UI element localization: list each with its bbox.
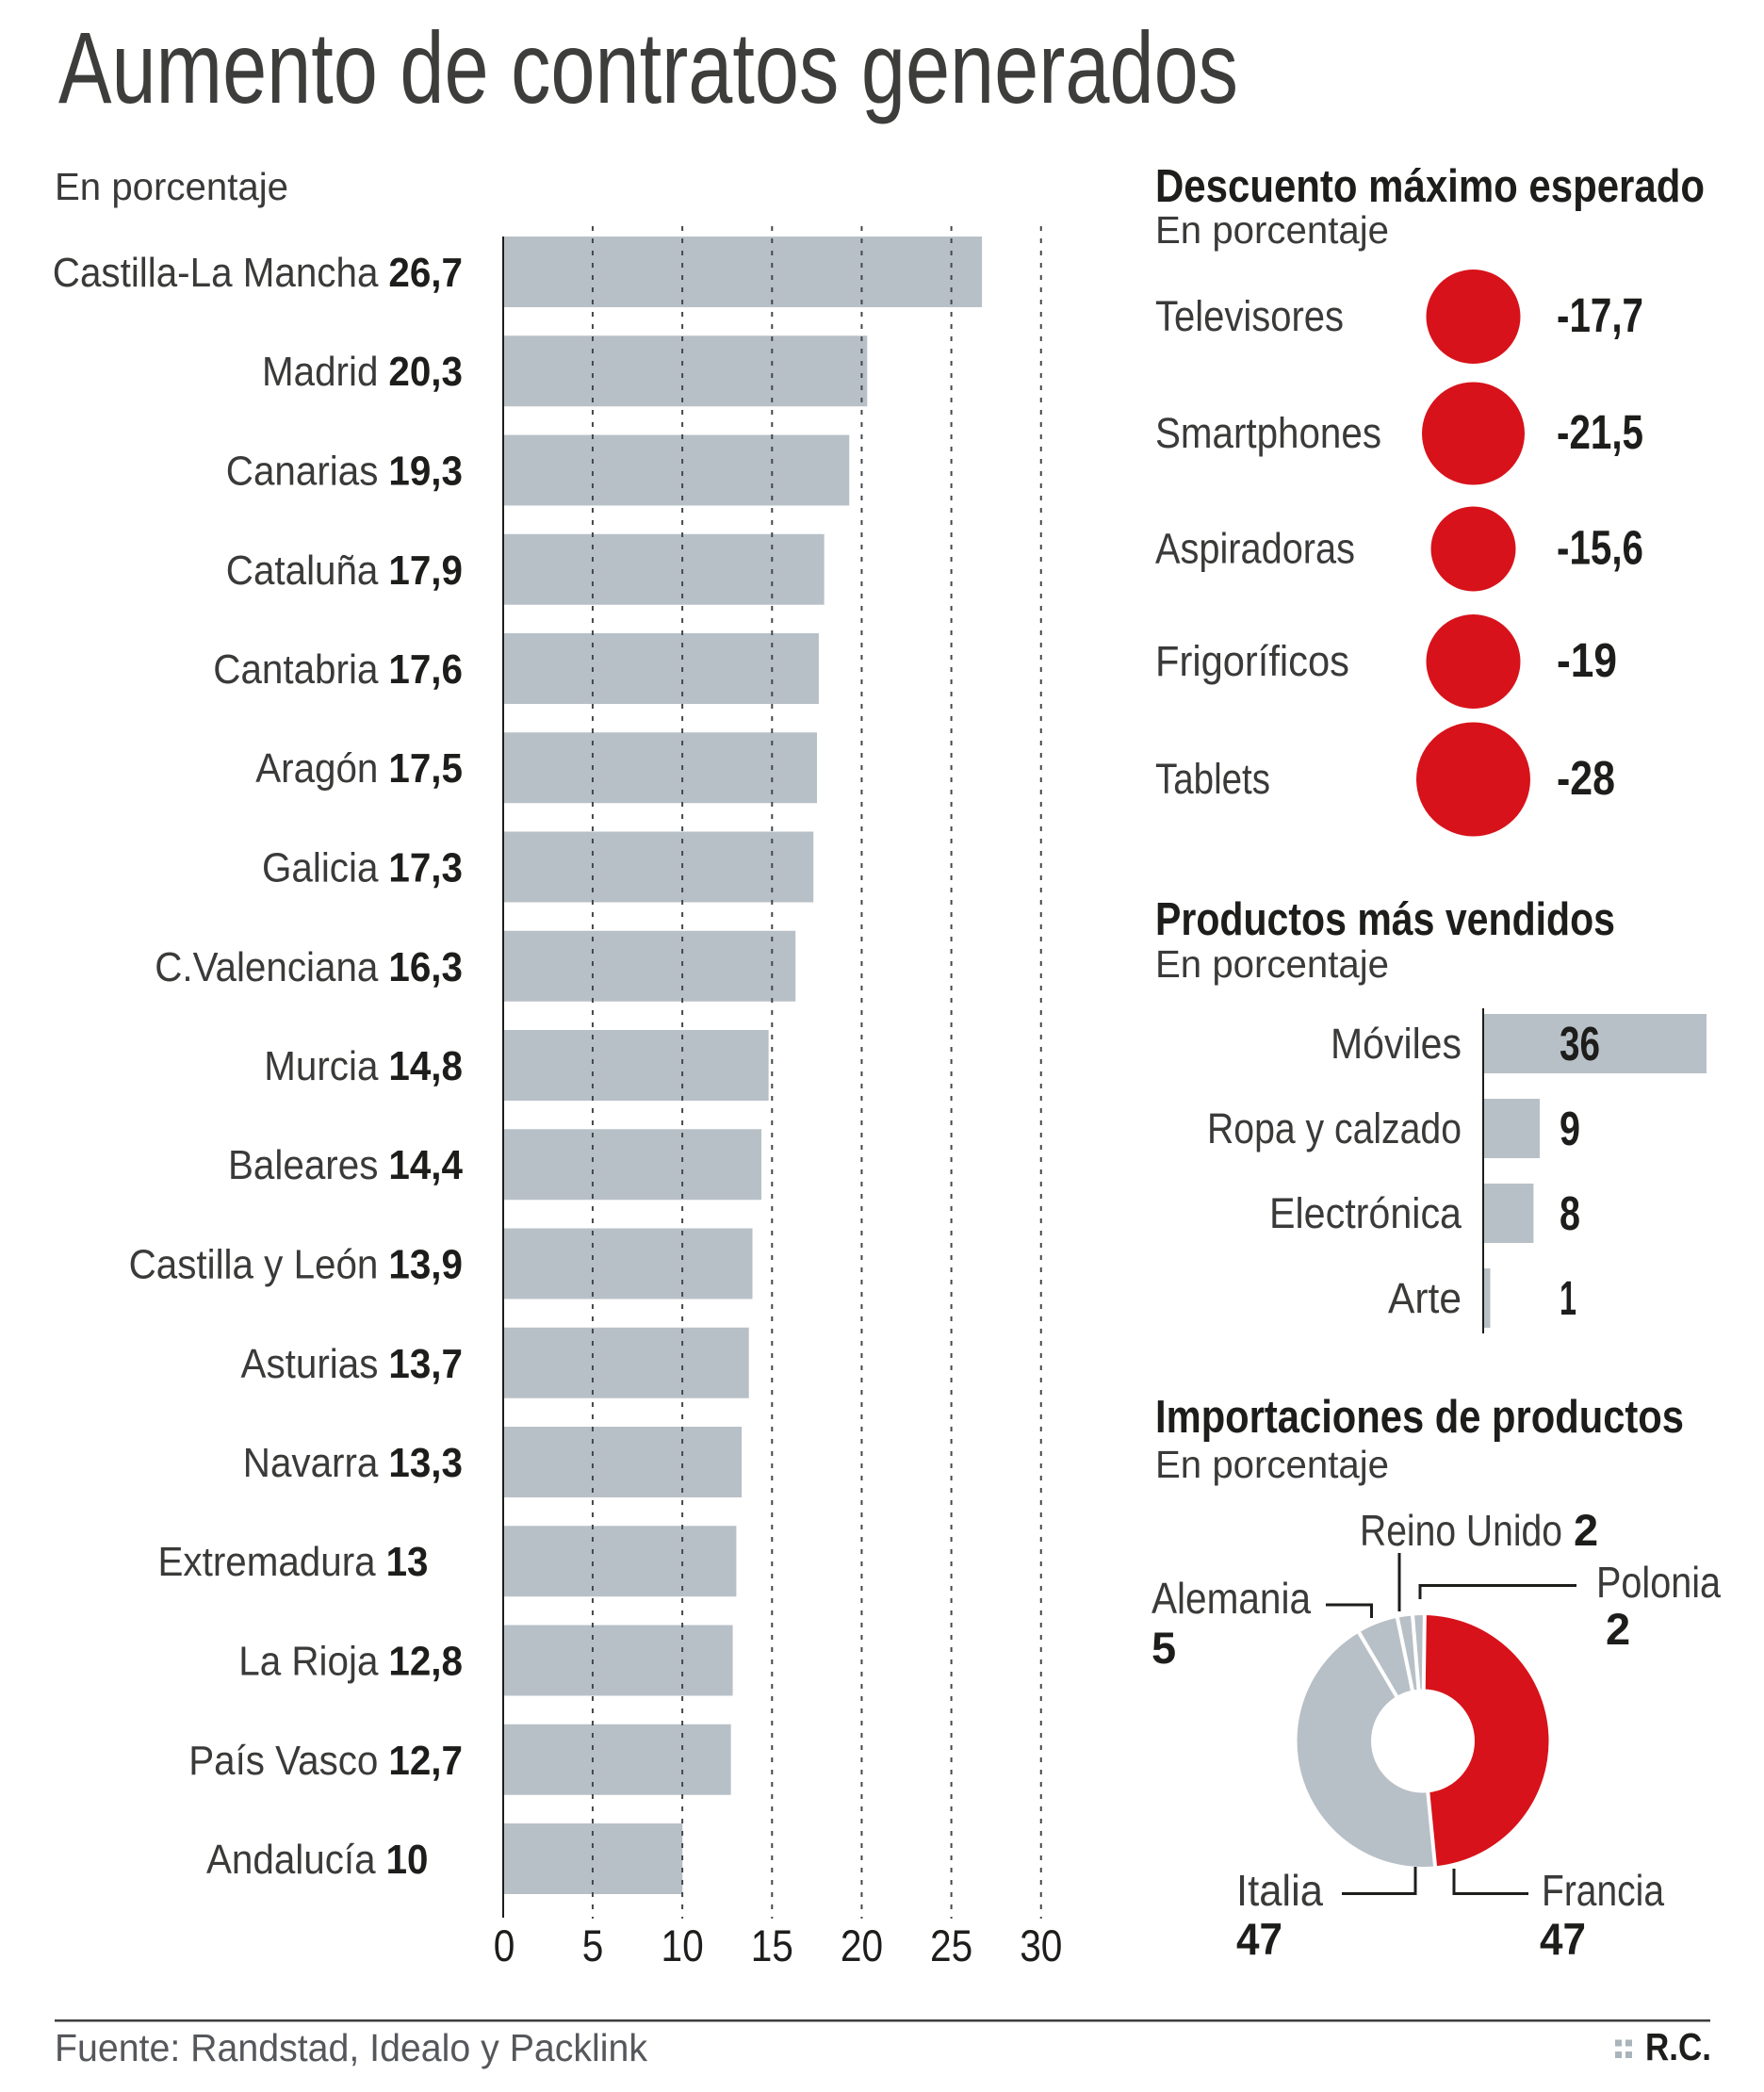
svg-text:-15,6: -15,6: [1557, 521, 1643, 575]
svg-text:País Vasco: País Vasco: [188, 1738, 378, 1784]
svg-text:Fuente: Randstad, Idealo y Pac: Fuente: Randstad, Idealo y Packlink: [55, 2026, 647, 2069]
svg-text:14,8: 14,8: [388, 1043, 463, 1089]
svg-text:17,6: 17,6: [388, 646, 463, 693]
svg-text:Frigoríficos: Frigoríficos: [1155, 637, 1349, 685]
svg-text:1: 1: [1560, 1271, 1576, 1325]
svg-text:12,8: 12,8: [388, 1639, 463, 1685]
svg-text:Importaciones de productos: Importaciones de productos: [1155, 1392, 1684, 1443]
svg-text:La Rioja: La Rioja: [238, 1639, 379, 1685]
svg-text:25: 25: [930, 1920, 972, 1970]
svg-text:17,3: 17,3: [388, 845, 463, 891]
svg-text:Cantabria: Cantabria: [213, 646, 379, 693]
svg-text:Madrid: Madrid: [262, 349, 378, 395]
svg-text:20,3: 20,3: [388, 349, 463, 395]
svg-text:15: 15: [751, 1920, 793, 1970]
svg-text:12,7: 12,7: [388, 1738, 463, 1784]
svg-text:En porcentaje: En porcentaje: [1155, 208, 1389, 252]
svg-text:En porcentaje: En porcentaje: [1155, 942, 1389, 986]
svg-text:Polonia: Polonia: [1596, 1558, 1721, 1607]
svg-text:Tablets: Tablets: [1155, 755, 1270, 803]
svg-text:Arte: Arte: [1388, 1274, 1462, 1322]
svg-text:Electrónica: Electrónica: [1269, 1189, 1462, 1237]
svg-text:Reino Unido: Reino Unido: [1360, 1506, 1562, 1555]
svg-text:16,3: 16,3: [388, 944, 463, 990]
svg-text:-17,7: -17,7: [1557, 288, 1643, 342]
svg-text:8: 8: [1560, 1186, 1580, 1240]
svg-text:En porcentaje: En porcentaje: [55, 165, 288, 208]
svg-text:Móviles: Móviles: [1331, 1020, 1462, 1068]
svg-text:Francia: Francia: [1542, 1866, 1664, 1915]
svg-text:Aspiradoras: Aspiradoras: [1155, 525, 1355, 573]
svg-text:10: 10: [662, 1920, 704, 1970]
svg-text:Smartphones: Smartphones: [1155, 409, 1381, 457]
svg-text:0: 0: [494, 1920, 515, 1970]
svg-text:Baleares: Baleares: [228, 1142, 378, 1188]
svg-text:5: 5: [1152, 1623, 1176, 1673]
svg-text:2: 2: [1574, 1505, 1598, 1555]
svg-text:13,7: 13,7: [388, 1341, 463, 1387]
svg-text:10: 10: [386, 1837, 429, 1883]
svg-text:Navarra: Navarra: [243, 1440, 379, 1486]
svg-text:Televisores: Televisores: [1155, 292, 1344, 340]
svg-text:Alemania: Alemania: [1152, 1574, 1311, 1623]
svg-text:Andalucía: Andalucía: [206, 1837, 376, 1883]
svg-text:17,9: 17,9: [388, 548, 463, 594]
svg-text:Canarias: Canarias: [226, 449, 379, 495]
svg-text:Castilla-La Mancha: Castilla-La Mancha: [53, 250, 379, 296]
svg-text:-19: -19: [1557, 633, 1617, 687]
svg-text:5: 5: [582, 1920, 604, 1970]
svg-text:9: 9: [1560, 1102, 1580, 1155]
svg-text:-28: -28: [1557, 751, 1615, 805]
svg-text:Galicia: Galicia: [262, 845, 379, 891]
svg-text:Italia: Italia: [1236, 1866, 1323, 1915]
svg-text:Extremadura: Extremadura: [158, 1539, 377, 1585]
svg-text:14,4: 14,4: [388, 1142, 463, 1188]
svg-text:30: 30: [1020, 1920, 1062, 1970]
svg-text:En porcentaje: En porcentaje: [1155, 1443, 1389, 1486]
svg-text:Murcia: Murcia: [264, 1043, 379, 1089]
svg-text:47: 47: [1236, 1914, 1282, 1964]
svg-text:Productos más vendidos: Productos más vendidos: [1155, 894, 1615, 945]
svg-text:47: 47: [1540, 1914, 1586, 1964]
svg-text:Ropa y calzado: Ropa y calzado: [1207, 1104, 1462, 1152]
svg-text:Asturias: Asturias: [241, 1341, 379, 1387]
svg-text:26,7: 26,7: [388, 250, 463, 296]
svg-text:20: 20: [841, 1920, 883, 1970]
svg-text:19,3: 19,3: [388, 449, 463, 495]
svg-text:2: 2: [1606, 1604, 1630, 1654]
svg-text:R.C.: R.C.: [1645, 2025, 1711, 2068]
svg-text:Aragón: Aragón: [255, 745, 378, 792]
svg-text:Cataluña: Cataluña: [226, 548, 379, 594]
svg-text:36: 36: [1560, 1017, 1600, 1071]
svg-text:-21,5: -21,5: [1557, 405, 1643, 459]
svg-text:C.Valenciana: C.Valenciana: [155, 944, 379, 990]
svg-text:13: 13: [386, 1539, 429, 1585]
svg-text:17,5: 17,5: [388, 745, 463, 792]
svg-text:Castilla y León: Castilla y León: [129, 1242, 379, 1288]
svg-text:13,3: 13,3: [388, 1440, 463, 1486]
svg-text:13,9: 13,9: [388, 1242, 463, 1288]
svg-text:Descuento máximo esperado: Descuento máximo esperado: [1155, 161, 1705, 212]
svg-text:Aumento de contratos generados: Aumento de contratos generados: [58, 10, 1238, 124]
